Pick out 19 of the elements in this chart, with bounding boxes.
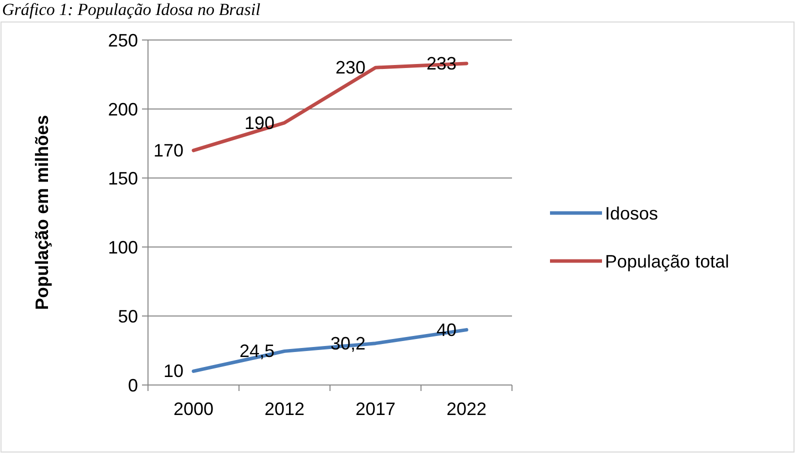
x-tick-label: 2022 bbox=[446, 399, 487, 419]
data-label: 10 bbox=[163, 361, 184, 382]
x-tick-label: 2000 bbox=[173, 399, 214, 419]
legend-label: Idosos bbox=[605, 203, 658, 224]
data-label: 230 bbox=[335, 58, 366, 78]
y-tick-label: 150 bbox=[108, 168, 138, 188]
y-axis-title: População em milhões bbox=[32, 114, 52, 310]
x-tick-label: 2012 bbox=[264, 399, 305, 419]
y-tick-label: 50 bbox=[118, 306, 138, 326]
y-tick-label: 250 bbox=[108, 30, 138, 50]
chart-title: Gráfico 1: População Idosa no Brasil bbox=[2, 0, 261, 19]
data-label: 170 bbox=[153, 140, 184, 160]
y-tick-label: 0 bbox=[128, 375, 138, 396]
legend-label: População total bbox=[605, 251, 730, 272]
data-label: 190 bbox=[244, 112, 274, 133]
x-tick-label: 2017 bbox=[355, 399, 396, 419]
y-tick-label: 200 bbox=[108, 99, 138, 120]
y-tick-label: 100 bbox=[108, 237, 138, 258]
data-label: 24,5 bbox=[239, 341, 274, 362]
